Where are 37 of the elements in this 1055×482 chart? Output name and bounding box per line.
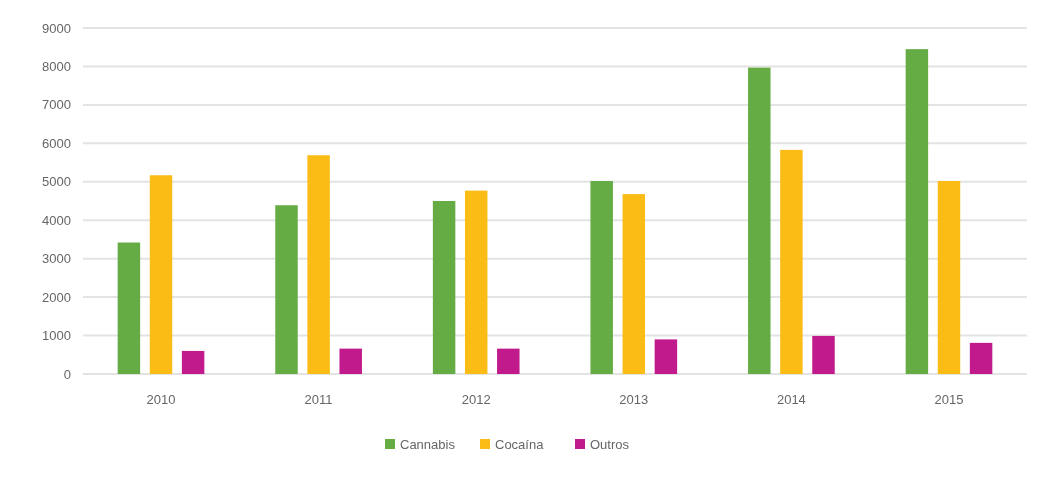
x-tick-label: 2011 bbox=[304, 392, 333, 407]
bar bbox=[905, 49, 929, 374]
bar bbox=[654, 339, 678, 374]
y-tick-label: 9000 bbox=[42, 20, 71, 36]
bar bbox=[464, 190, 488, 374]
bar bbox=[497, 348, 520, 374]
x-tick-label: 2013 bbox=[619, 392, 649, 407]
x-tick-label: 2015 bbox=[934, 392, 964, 407]
bar bbox=[812, 335, 835, 374]
y-tick-label: 5000 bbox=[42, 174, 71, 190]
y-tick-label: 6000 bbox=[42, 135, 71, 151]
bar bbox=[339, 348, 362, 374]
y-tick-label: 4000 bbox=[42, 212, 71, 228]
x-tick-label: 2010 bbox=[146, 392, 176, 407]
bar bbox=[969, 342, 993, 374]
bar bbox=[181, 350, 205, 374]
x-tick-label: 2014 bbox=[776, 392, 806, 407]
legend-label: Outros bbox=[590, 436, 630, 452]
bar bbox=[432, 201, 456, 374]
y-tick-label: 7000 bbox=[42, 97, 71, 113]
legend-label: Cocaína bbox=[495, 436, 545, 452]
y-tick-label: 2000 bbox=[42, 289, 71, 305]
bar bbox=[590, 181, 613, 374]
y-tick-label: 8000 bbox=[42, 58, 71, 74]
bar bbox=[937, 181, 961, 374]
bar bbox=[117, 242, 141, 374]
legend-label: Cannabis bbox=[400, 436, 456, 452]
y-tick-label: 1000 bbox=[42, 328, 71, 344]
bar bbox=[149, 175, 173, 374]
bar bbox=[748, 67, 771, 374]
bar bbox=[307, 155, 330, 374]
bar bbox=[622, 194, 646, 374]
x-tick-label: 2012 bbox=[461, 392, 491, 407]
y-tick-label: 0 bbox=[63, 366, 71, 382]
bar bbox=[275, 205, 298, 374]
y-tick-label: 3000 bbox=[42, 251, 71, 267]
bar bbox=[780, 149, 803, 374]
